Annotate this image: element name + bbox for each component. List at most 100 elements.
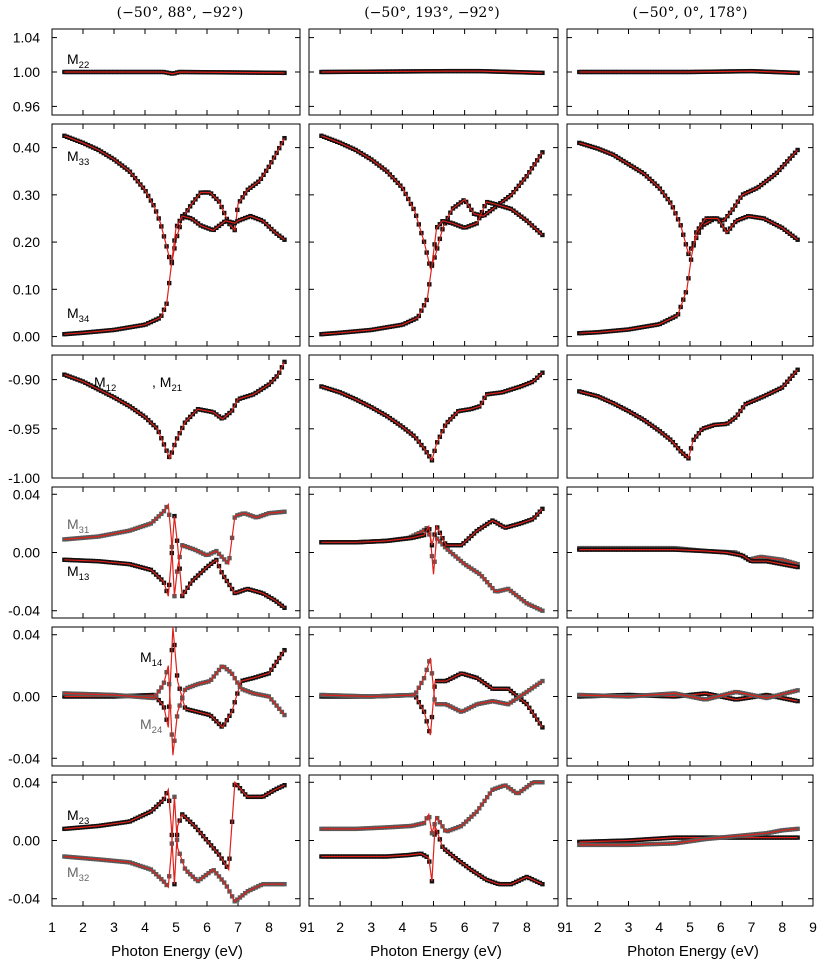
data-point xyxy=(540,506,545,512)
y-tick-label: 0.40 xyxy=(13,140,40,156)
fit-line xyxy=(64,516,285,609)
fit-line xyxy=(579,549,798,568)
element-label: , M21 xyxy=(152,374,182,394)
x-tick-label: 3 xyxy=(625,919,633,935)
y-tick-label: 1.00 xyxy=(13,64,40,80)
x-tick-label: 91 xyxy=(299,919,315,935)
series-m34 xyxy=(577,213,800,336)
x-axis-label-1: Photon Energy (eV) xyxy=(111,943,243,960)
x-tick-label: 4 xyxy=(141,919,149,935)
panel-r3-c3 xyxy=(566,354,814,479)
data-point xyxy=(282,135,287,141)
y-tick-label: 0.20 xyxy=(13,234,40,250)
data-point xyxy=(282,712,287,718)
element-label: M32 xyxy=(67,864,89,884)
data-point xyxy=(795,70,800,76)
series-m12-m21 xyxy=(62,359,287,460)
x-axis-label-2: Photon Energy (eV) xyxy=(370,943,502,960)
data-point xyxy=(282,237,287,242)
x-tick-label: 8 xyxy=(265,919,273,935)
data-point xyxy=(795,688,800,693)
element-label: M31 xyxy=(67,516,89,536)
series-m24 xyxy=(577,688,800,702)
series-m13 xyxy=(319,506,545,548)
x-tick-label: 9 xyxy=(809,919,817,935)
x-tick-label: 7 xyxy=(748,919,756,935)
y-tick-label: 0.04 xyxy=(13,486,40,502)
data-point xyxy=(795,147,800,153)
panel-frame xyxy=(566,123,814,347)
series-m13 xyxy=(62,513,287,611)
y-tick-label: 0.04 xyxy=(13,774,40,790)
fit-line xyxy=(321,508,543,546)
fit-line xyxy=(64,135,286,266)
series-m24 xyxy=(319,657,545,714)
x-tick-label: 5 xyxy=(686,919,694,935)
series-m23 xyxy=(319,825,545,887)
series-m22 xyxy=(577,68,800,76)
x-tick-label: 6 xyxy=(203,919,211,935)
y-tick-label: 0.00 xyxy=(13,689,40,705)
series-m33 xyxy=(62,133,287,266)
fit-line xyxy=(321,135,543,271)
panel-r5-c1 xyxy=(51,626,301,767)
y-tick-label: -0.04 xyxy=(8,891,40,907)
y-tick-label: 0.04 xyxy=(13,627,40,643)
fit-line xyxy=(321,825,543,885)
x-tick-label: 2 xyxy=(594,919,602,935)
series-m12-m21 xyxy=(577,367,800,461)
x-tick-label: 1 xyxy=(48,919,56,935)
y-tick-label: 1.04 xyxy=(13,30,40,46)
y-tick-label: 0.00 xyxy=(13,545,40,561)
y-tick-label: -1.00 xyxy=(8,470,40,486)
panel-r3-c2 xyxy=(308,354,559,479)
fit-line xyxy=(321,70,543,74)
element-label: M14 xyxy=(140,649,162,669)
data-point xyxy=(282,782,287,788)
x-axis-label-3: Photon Energy (eV) xyxy=(627,943,759,960)
data-point xyxy=(62,557,67,562)
data-point xyxy=(795,367,800,372)
column-title-1: (−50°, 88°, −92°) xyxy=(117,5,244,21)
fit-line xyxy=(579,369,799,460)
y-tick-label: 0.00 xyxy=(13,833,40,849)
x-tick-label: 7 xyxy=(492,919,500,935)
fit-line xyxy=(64,780,285,885)
data-point xyxy=(282,647,287,653)
panel-grid: 1.04 1.00 0.96 0.40 0.30 0.20 0.10 0.00 -0.90 -0.… xyxy=(8,28,817,935)
column-title-3: (−50°, 0°, 178°) xyxy=(633,5,748,21)
y-tick-label: 0.00 xyxy=(13,329,40,345)
data-point xyxy=(282,605,287,611)
column-titles: (−50°, 88°, −92°) (−50°, 193°, −92°) (−5… xyxy=(117,5,748,21)
x-tick-label: 2 xyxy=(336,919,344,935)
panel-frame xyxy=(308,123,559,347)
x-tick-label: 91 xyxy=(557,919,573,935)
series-m32 xyxy=(577,826,800,848)
panel-frame xyxy=(51,354,301,479)
panel-r6-c1 xyxy=(51,774,301,907)
data-point xyxy=(540,725,545,730)
fit-line xyxy=(321,781,543,834)
fit-line xyxy=(64,796,285,903)
data-point xyxy=(795,698,800,704)
y-tick-label: -0.04 xyxy=(8,750,40,766)
fit-line xyxy=(64,361,286,460)
fit-line xyxy=(579,828,798,846)
panel-r4-c1 xyxy=(51,486,301,619)
data-point xyxy=(540,678,545,684)
data-point xyxy=(577,331,582,336)
x-tick-label: 3 xyxy=(110,919,118,935)
panel-r1-c1 xyxy=(51,28,301,116)
fit-line xyxy=(64,626,285,729)
data-point xyxy=(282,359,287,365)
series-m33 xyxy=(577,140,800,257)
data-point xyxy=(795,826,800,832)
fit-line xyxy=(321,201,543,335)
panel-r3-c1 xyxy=(51,354,301,479)
series-m22 xyxy=(62,69,287,76)
data-point xyxy=(795,561,800,567)
fit-line xyxy=(579,70,798,74)
y-tick-label: 0.96 xyxy=(13,98,40,114)
series-m32 xyxy=(62,794,287,904)
